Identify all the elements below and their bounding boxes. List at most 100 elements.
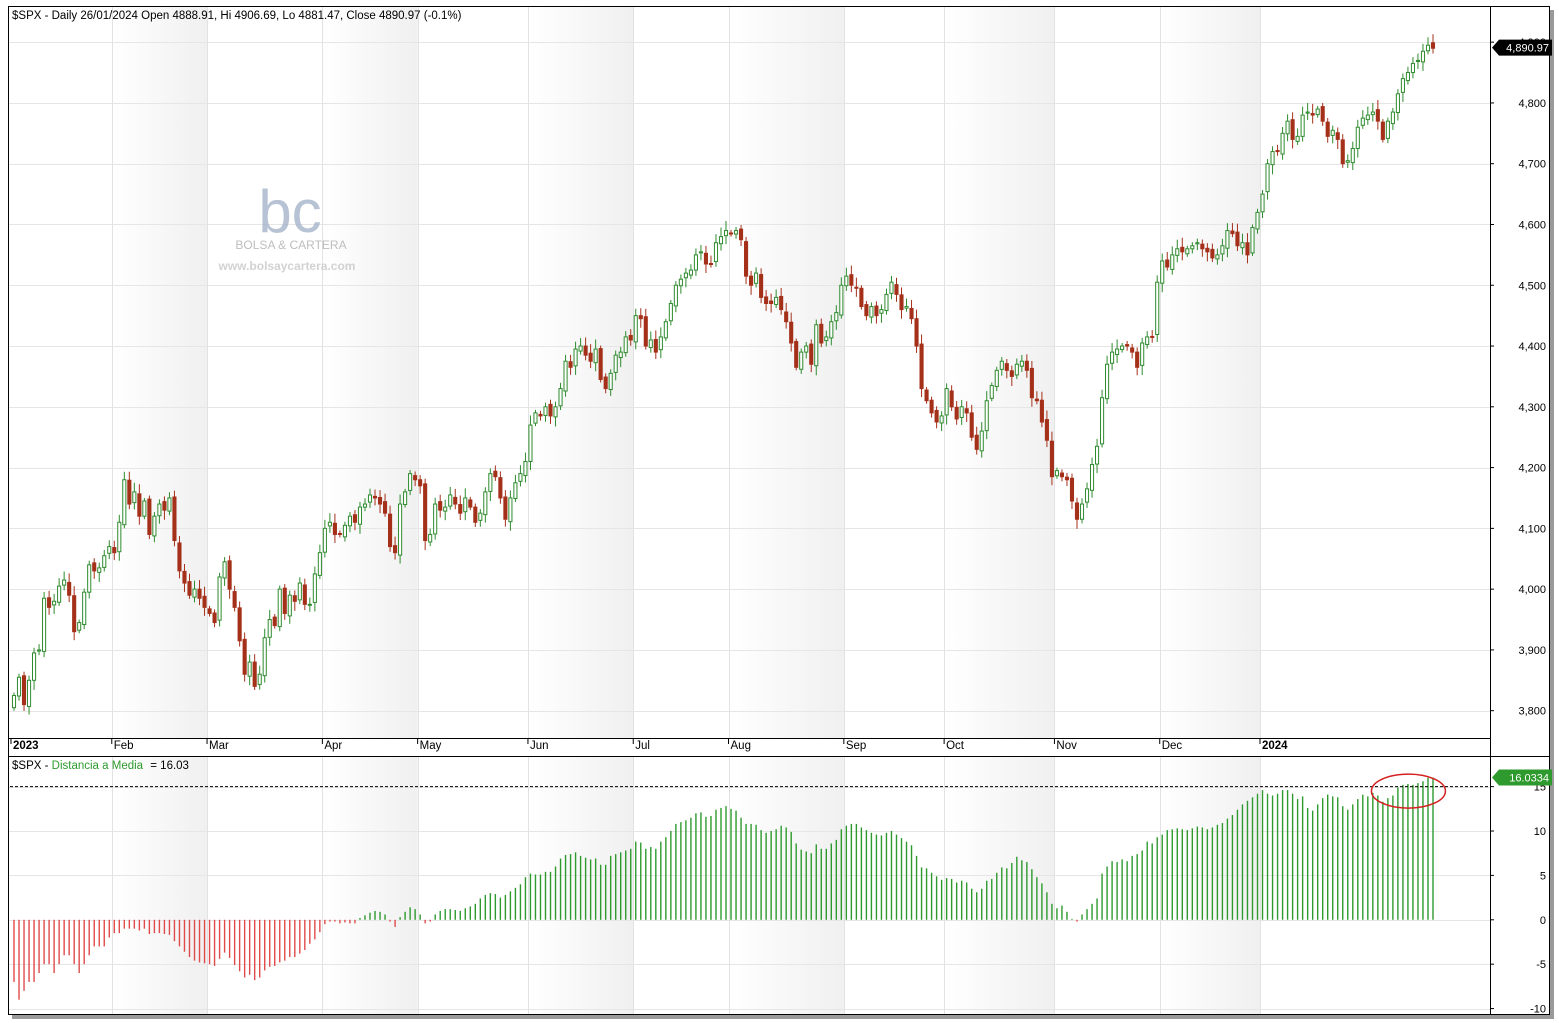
candle-body [1079, 503, 1085, 520]
month-band [944, 7, 1055, 738]
candle-body [117, 521, 122, 553]
candle-body [613, 354, 618, 373]
candle-body [1135, 351, 1140, 368]
candle-body [1210, 248, 1215, 259]
candle-body [643, 316, 648, 347]
candle-body [909, 307, 914, 320]
indicator-tick-label: 0 [1540, 915, 1546, 927]
candle-body [382, 501, 388, 514]
candle-body [438, 501, 443, 511]
candle-body [262, 637, 267, 677]
candle-body [1360, 117, 1365, 126]
candle-body [1200, 243, 1205, 250]
candle-body [834, 312, 839, 322]
candle-body [533, 412, 538, 424]
candle-body [87, 564, 92, 593]
candle-body [92, 562, 97, 572]
candle-body [1014, 363, 1019, 376]
candle-body [21, 675, 27, 706]
indicator-name: Distancia a Media [52, 760, 144, 772]
price-tick-label: 4,800 [1518, 98, 1546, 110]
candle-body [1215, 254, 1220, 260]
candle-body [969, 412, 974, 438]
price-tick-label: 4,500 [1518, 280, 1546, 292]
candle-body [312, 573, 317, 603]
candle-body [503, 496, 508, 520]
candle-body [1009, 370, 1014, 377]
candle-body [187, 581, 192, 596]
candle-body [568, 361, 573, 368]
candle-body [563, 360, 568, 392]
candle-body [548, 403, 553, 417]
candle-body [1150, 335, 1155, 338]
candle-body [137, 493, 142, 517]
candle-body [1420, 50, 1426, 63]
candle-body [759, 274, 764, 298]
candle-body [698, 251, 703, 254]
candle-body [132, 491, 137, 504]
candle-body [899, 294, 904, 311]
candle-body [1064, 476, 1070, 481]
candle-body [1039, 399, 1044, 423]
candle-body [1380, 121, 1385, 140]
candle-body [779, 295, 784, 311]
candle-body [663, 321, 668, 339]
candle-body [934, 409, 939, 423]
candle-body [874, 305, 879, 317]
candle-body [408, 473, 413, 491]
candle-body [598, 348, 603, 380]
candle-body [327, 521, 332, 527]
candle-body [252, 661, 257, 687]
candle-body [984, 400, 989, 432]
candle-body [1054, 470, 1059, 477]
candle-body [202, 595, 207, 608]
candle-body [1044, 419, 1049, 441]
candle-body [102, 555, 107, 568]
candle-body [1059, 472, 1065, 478]
indicator-value: = 16.03 [150, 760, 189, 772]
candle-body [1190, 245, 1195, 250]
month-label: Jun [530, 740, 549, 752]
candle-body [52, 600, 57, 606]
candle-body [999, 360, 1004, 370]
price-tick-label: 3,800 [1518, 706, 1546, 718]
candle-body [498, 477, 503, 499]
candle-body [1395, 93, 1400, 114]
candle-body [723, 230, 729, 237]
candle-body [267, 619, 272, 638]
candle-body [1345, 160, 1350, 163]
candle-body [367, 494, 373, 503]
candle-body [473, 506, 478, 523]
candle-body [418, 479, 423, 487]
candle-body [1034, 398, 1039, 402]
price-tick-label: 4,100 [1518, 523, 1546, 535]
candle-body [648, 339, 653, 348]
candle-body [814, 324, 819, 367]
candle-body [558, 388, 563, 407]
month-band [728, 7, 844, 738]
candle-body [1145, 336, 1150, 345]
candle-body [1390, 111, 1395, 125]
candle-body [794, 341, 799, 368]
candle-body [393, 545, 398, 554]
candle-body [72, 595, 77, 633]
candle-body [1024, 360, 1029, 371]
candle-body [708, 263, 714, 266]
candle-body [1340, 139, 1345, 165]
candle-body [1260, 193, 1265, 213]
candle-body [1285, 120, 1290, 135]
month-label: 2024 [1262, 740, 1288, 752]
candle-body [1019, 360, 1024, 367]
candle-body [398, 503, 403, 556]
candle-body [1370, 111, 1375, 116]
candle-body [749, 275, 754, 286]
candle-body [142, 500, 147, 517]
candle-body [1265, 163, 1270, 193]
candle-body [678, 278, 683, 287]
candle-body [889, 281, 894, 294]
candle-body [16, 676, 22, 697]
candle-body [919, 343, 924, 390]
candle-body [347, 515, 353, 527]
candle-body [443, 506, 448, 512]
